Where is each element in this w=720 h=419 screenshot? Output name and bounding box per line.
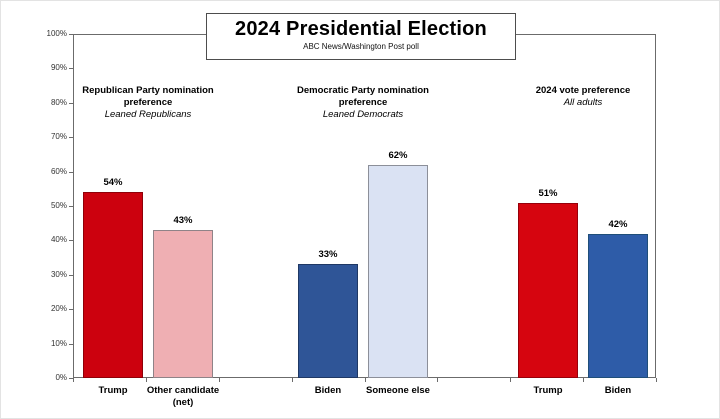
- y-axis-tick-label: 50%: [50, 201, 67, 210]
- x-axis-tick-mark: [145, 378, 147, 382]
- x-axis-tick-mark: [437, 378, 439, 382]
- bar-category-label: Trump: [533, 385, 563, 396]
- bar-category-label: Other candidate (net): [146, 385, 220, 408]
- group-subheader-text: Leaned Republicans: [104, 109, 192, 120]
- y-axis-tick-label: 0%: [55, 373, 67, 382]
- group-subheader-text: Leaned Democrats: [322, 109, 404, 120]
- bar-value-label: 43%: [173, 215, 193, 227]
- group-header: Republican Party nomination preference Le…: [78, 85, 218, 121]
- chart-title: 2024 Presidential Election: [235, 18, 487, 40]
- x-axis-tick-mark: [73, 378, 74, 382]
- bar-someone-else: [368, 164, 428, 378]
- y-axis-tick-label: 90%: [50, 63, 67, 73]
- x-axis-tick-mark: [364, 378, 366, 382]
- group-header-text: Democratic Party nomination preference: [297, 85, 429, 108]
- bar-value-label: 33%: [318, 249, 338, 261]
- bar-value-label: 51%: [538, 187, 558, 199]
- y-axis-tick-label: 60%: [50, 166, 67, 176]
- y-axis-tick-mark: [69, 343, 73, 345]
- y-axis-tick-mark: [69, 137, 73, 139]
- x-axis-tick-mark: [291, 378, 293, 382]
- x-axis-tick-mark: [218, 378, 220, 382]
- y-axis-tick-mark: [69, 378, 73, 379]
- y-axis-tick-mark: [69, 206, 73, 207]
- bar-category-label: Trump: [98, 385, 128, 396]
- bar-category-label: Someone else: [366, 385, 430, 396]
- y-axis-tick-label: 40%: [50, 235, 67, 245]
- bar-value-label: 42%: [608, 218, 628, 230]
- x-axis-tick-mark: [510, 378, 512, 382]
- x-axis-tick-mark: [656, 378, 657, 382]
- group-header-text: 2024 vote preference: [535, 85, 631, 96]
- y-axis-tick-label: 100%: [46, 29, 67, 38]
- y-axis-tick-label: 80%: [50, 97, 67, 107]
- chart-title-box: 2024 Presidential Election ABC News/Wash…: [206, 13, 516, 60]
- group-header: Democratic Party nomination preference Le…: [293, 85, 433, 121]
- y-axis-tick-mark: [69, 274, 73, 276]
- y-axis-tick-label: 10%: [50, 338, 67, 348]
- y-axis-tick-label: 30%: [50, 269, 67, 279]
- y-axis-tick-mark: [69, 68, 73, 70]
- bar-biden: [298, 264, 358, 378]
- bar-value-label: 54%: [103, 177, 123, 189]
- y-axis-tick-mark: [69, 102, 73, 104]
- chart-subtitle: ABC News/Washington Post poll: [303, 42, 419, 51]
- y-axis-tick-label: 20%: [50, 304, 67, 314]
- y-axis-tick-mark: [69, 34, 73, 35]
- bar-other-candidate-net-: [153, 230, 213, 378]
- bar-trump: [83, 192, 143, 378]
- y-axis-tick-mark: [69, 240, 73, 242]
- bar-category-label: Biden: [314, 385, 342, 396]
- x-axis-tick-mark: [583, 378, 585, 382]
- bar-value-label: 62%: [388, 149, 408, 161]
- group-header-text: Republican Party nomination preference: [82, 85, 214, 108]
- y-axis-tick-mark: [69, 309, 73, 311]
- bar-biden: [588, 233, 648, 378]
- y-axis-tick-label: 70%: [50, 132, 67, 142]
- bar-category-label: Biden: [604, 385, 632, 396]
- bar-trump: [518, 202, 578, 378]
- group-subheader-text: All adults: [563, 97, 603, 108]
- group-header: 2024 vote preference All adults: [513, 85, 653, 109]
- y-axis-tick-mark: [69, 171, 73, 173]
